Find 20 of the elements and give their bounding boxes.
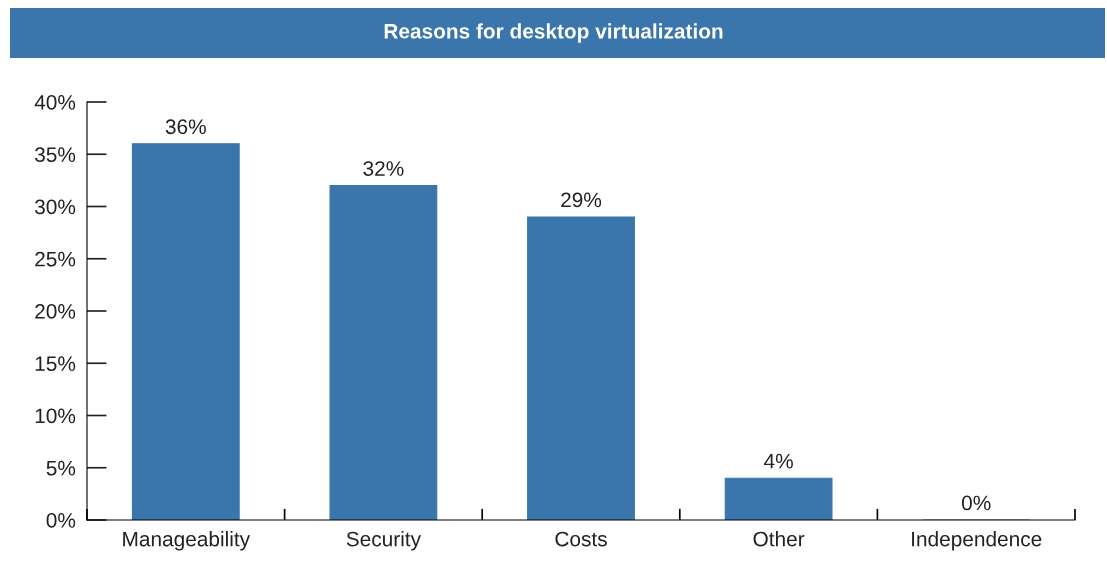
data-label: 29% [561, 192, 602, 208]
x-tick-label: Manageability [123, 531, 251, 551]
x-tick-label: Costs [555, 531, 607, 547]
x-tick-label: Independence [912, 531, 1042, 551]
y-tick-label: 35% [34, 147, 76, 162]
y-tick-label: 10% [35, 408, 76, 424]
y-tick-label: 5% [46, 460, 76, 476]
chart-title: Reasons for desktop virtualization [384, 23, 723, 43]
x-tick-label: Security [346, 531, 421, 551]
data-label: 0% [961, 495, 991, 511]
y-tick-label: 25% [35, 251, 76, 267]
y-tick-label: 0% [46, 513, 76, 528]
y-tick-label: 20% [35, 304, 76, 319]
x-tick-label: Other [753, 531, 805, 547]
y-tick-label: 30% [34, 199, 76, 215]
data-label: 36% [165, 119, 206, 135]
y-tick-label: 40% [34, 95, 76, 110]
data-label: 32% [363, 161, 404, 176]
y-tick-label: 15% [35, 356, 76, 371]
data-label: 4% [764, 453, 793, 469]
